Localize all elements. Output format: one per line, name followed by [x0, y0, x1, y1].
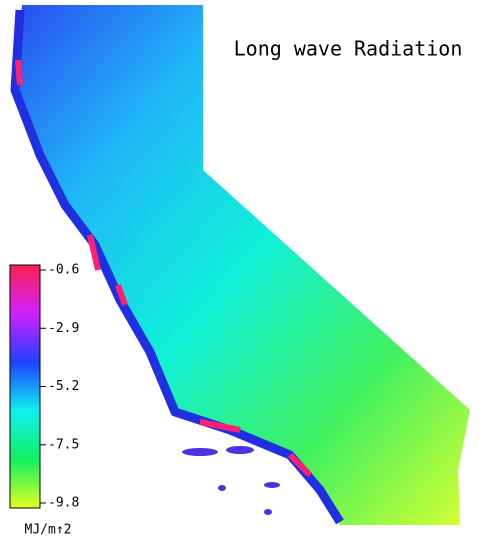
colorbar-tick-label: -0.6	[48, 263, 79, 278]
colorbar-ticks: -0.6 -2.9 -5.2 -7.5 -9.8	[40, 263, 79, 511]
coastal-highlight	[15, 59, 313, 478]
colorbar-tick-label: -2.9	[48, 321, 79, 336]
colorbar-tick-label: -5.2	[48, 379, 79, 394]
colorbar	[9, 264, 41, 509]
colorbar-tick-label: -7.5	[48, 437, 79, 452]
california-land	[15, 5, 470, 525]
islands	[182, 446, 280, 515]
map-title: Long wave Radiation	[234, 37, 463, 61]
colorbar-unit: MJ/m↑2	[25, 523, 72, 538]
colorbar-tick-label: -9.8	[48, 496, 79, 511]
